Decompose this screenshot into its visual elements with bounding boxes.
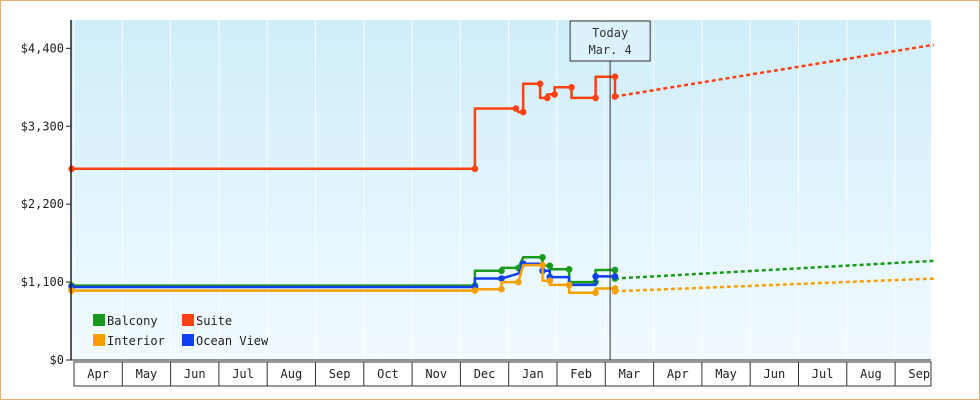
month-label: Feb [570, 367, 592, 381]
data-point [498, 267, 505, 275]
y-tick-label: $1,100 [21, 275, 64, 289]
today-date: Mar. 4 [588, 43, 631, 57]
month-label: Dec [474, 367, 496, 381]
projection-line-balcony [614, 259, 934, 280]
month-label: Jul [812, 367, 834, 381]
month-label: Jul [232, 367, 254, 381]
legend: Balcony Suite Interior Ocean View [93, 314, 269, 348]
today-label: Today [592, 26, 628, 40]
month-axis-box [73, 361, 932, 387]
month-label: Apr [667, 367, 689, 381]
data-point [498, 285, 505, 293]
data-point [512, 105, 520, 112]
month-label: Aug [860, 367, 882, 381]
data-point [546, 262, 554, 270]
plot-background [71, 20, 931, 360]
data-point [592, 289, 599, 297]
y-tick-label: $0 [50, 353, 64, 367]
data-point [611, 266, 619, 274]
month-label: Mar [619, 367, 641, 381]
axes: $0 $1,100 $2,200 $3,300 $4,400 Apr May Jun Jul Au… [21, 20, 932, 387]
data-point [592, 94, 599, 102]
month-label: Apr [87, 367, 109, 381]
y-tick-label: $2,200 [21, 197, 64, 211]
data-point [471, 165, 479, 173]
month-label: Nov [425, 367, 447, 381]
data-point [551, 91, 558, 98]
month-label: May [715, 367, 737, 381]
legend-label: Interior [107, 334, 165, 348]
data-point [568, 84, 575, 91]
legend-swatch [93, 334, 105, 346]
today-marker: Today Mar. 4 [569, 20, 651, 360]
legend-swatch [182, 314, 194, 326]
data-point [471, 287, 479, 294]
data-point [546, 277, 554, 285]
month-label: Sep [329, 367, 351, 381]
legend-label: Suite [196, 314, 232, 328]
data-point [536, 80, 544, 88]
month-label: May [136, 367, 158, 381]
today-box [569, 20, 651, 62]
data-point [539, 261, 546, 269]
data-point [544, 94, 551, 102]
projection-line-suite [614, 43, 934, 98]
month-label: Jun [764, 367, 786, 381]
data-point [519, 108, 527, 116]
month-label: Jun [184, 367, 206, 381]
legend-swatch [93, 314, 105, 326]
series-layer [68, 43, 934, 297]
data-point [565, 266, 573, 273]
month-label: Aug [281, 367, 303, 381]
legend-swatch [182, 334, 194, 346]
data-point [611, 273, 619, 280]
data-point [592, 273, 599, 280]
y-tick-label: $4,400 [21, 41, 64, 55]
y-tick-label: $3,300 [21, 119, 64, 133]
data-point [515, 278, 522, 286]
data-point [498, 275, 505, 282]
month-label: Jan [522, 367, 544, 381]
data-point [539, 253, 546, 261]
month-label: Oct [377, 367, 399, 381]
legend-label: Ocean View [196, 334, 269, 348]
month-label: Sep [908, 367, 930, 381]
data-point [565, 281, 573, 289]
data-point [611, 73, 619, 80]
legend-label: Balcony [107, 314, 158, 328]
